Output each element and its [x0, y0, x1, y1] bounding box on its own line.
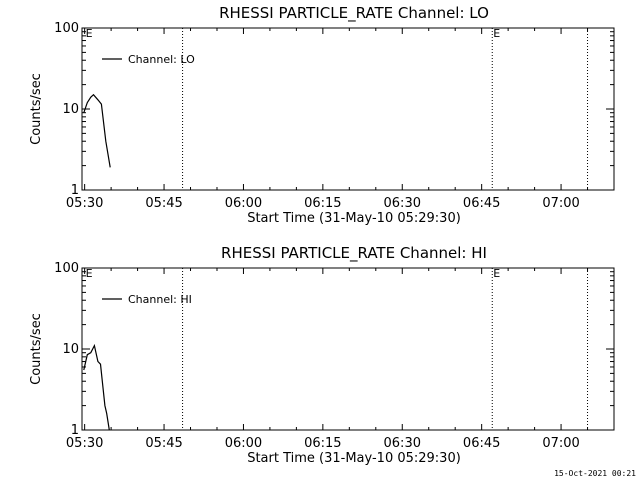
chart-2-y-tick-label: 1 [71, 423, 79, 438]
chart-1-event-label: E [86, 27, 93, 40]
chart-1-x-tick-label: 06:30 [384, 196, 421, 211]
chart-1-series-line [83, 93, 111, 168]
chart-1-y-axis-label: Counts/sec [29, 73, 44, 145]
chart-1-event-label: E [493, 27, 500, 40]
chart-2-y-axis-label: Counts/sec [29, 313, 44, 385]
chart-2-y-tick-label: 100 [54, 261, 79, 276]
chart-2-x-tick-label: 06:30 [384, 436, 421, 451]
chart-1-x-tick-label: 06:00 [225, 196, 262, 211]
chart-2-y-tick-label: 10 [62, 342, 79, 357]
chart-1-x-tick-label: 05:30 [66, 196, 103, 211]
chart-1-x-tick-label: 06:45 [463, 196, 500, 211]
chart-2-series-line [83, 343, 110, 431]
chart-1-x-tick-label: 07:00 [542, 196, 579, 211]
chart-1-y-tick-label: 100 [54, 21, 79, 36]
chart-2-event-label: E [493, 267, 500, 280]
chart-1-legend-label: Channel: LO [128, 53, 195, 66]
chart-2-legend-label: Channel: HI [128, 293, 192, 306]
chart-1-y-tick-label: 10 [62, 102, 79, 117]
chart-1-x-tick-label: 06:15 [304, 196, 341, 211]
chart-2-x-tick-label: 05:30 [66, 436, 103, 451]
chart-2-x-tick-label: 06:15 [304, 436, 341, 451]
chart-1-y-tick-label: 1 [71, 183, 79, 198]
chart-2-x-tick-label: 05:45 [145, 436, 182, 451]
chart-2-x-axis-label: Start Time (31-May-10 05:29:30) [247, 451, 461, 466]
chart-2-x-tick-label: 06:00 [225, 436, 262, 451]
chart-2-event-label: E [86, 267, 93, 280]
plot-timestamp: 15-Oct-2021 00:21 [554, 469, 636, 478]
chart-2-title: RHESSI PARTICLE_RATE Channel: HI [221, 244, 487, 263]
chart-1-title: RHESSI PARTICLE_RATE Channel: LO [219, 4, 489, 23]
chart-1-x-axis-label: Start Time (31-May-10 05:29:30) [247, 211, 461, 226]
chart-1-x-tick-label: 05:45 [145, 196, 182, 211]
chart-2-x-tick-label: 07:00 [542, 436, 579, 451]
chart-2-x-tick-label: 06:45 [463, 436, 500, 451]
